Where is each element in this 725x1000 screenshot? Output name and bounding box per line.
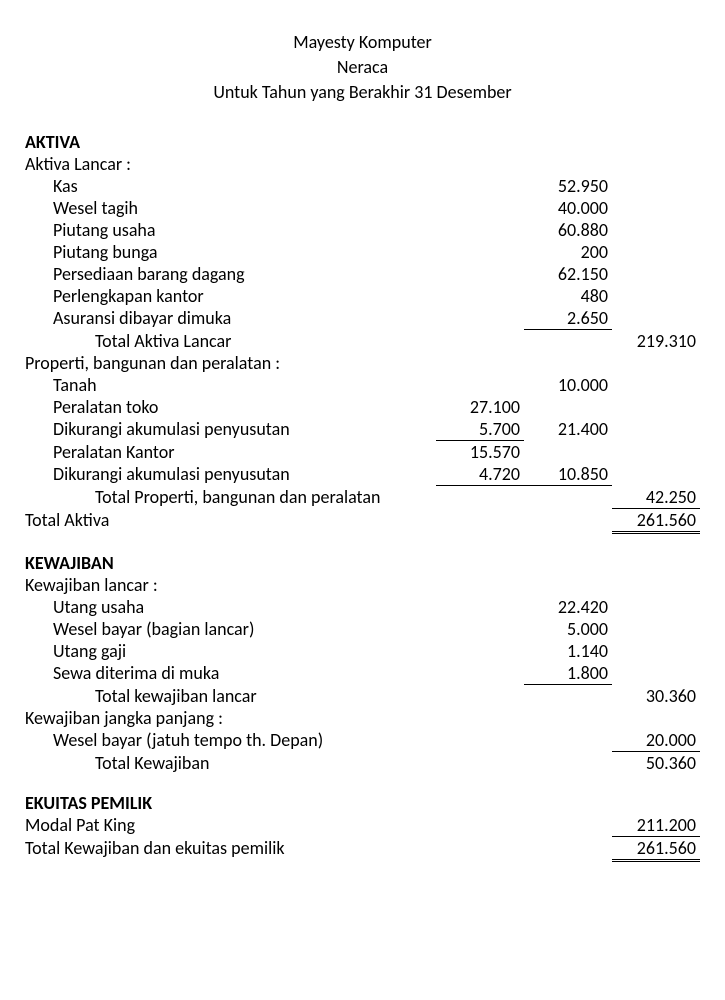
total-aktiva-lancar-value: 219.310 bbox=[612, 330, 700, 352]
line-item-label: Sewa diterima di muka bbox=[25, 662, 436, 684]
line-item-col1: 27.100 bbox=[436, 396, 524, 418]
total-kewajiban-row: Total Kewajiban 50.360 bbox=[25, 752, 700, 774]
modal-row: Modal Pat King 211.200 bbox=[25, 814, 700, 837]
line-item-label: Perlengkapan kantor bbox=[25, 285, 436, 307]
total-aktiva-label: Total Aktiva bbox=[25, 509, 436, 531]
line-item-row: Tanah 10.000 bbox=[25, 374, 700, 396]
line-item-row: Sewa diterima di muka 1.800 bbox=[25, 662, 700, 685]
line-item-label: Piutang bunga bbox=[25, 241, 436, 263]
line-item-label: Piutang usaha bbox=[25, 219, 436, 241]
line-item-row: Persediaan barang dagang 62.150 bbox=[25, 263, 700, 285]
line-item-label: Wesel bayar (jatuh tempo th. Depan) bbox=[25, 729, 436, 751]
total-kewajiban-label: Total Kewajiban bbox=[25, 752, 436, 774]
line-item-col2: 22.420 bbox=[524, 596, 612, 618]
total-kewajiban-lancar-label: Total kewajiban lancar bbox=[25, 685, 436, 707]
line-item-col2: 10.850 bbox=[524, 463, 612, 486]
line-item-col2: 1.140 bbox=[524, 640, 612, 662]
line-item-row: Utang usaha 22.420 bbox=[25, 596, 700, 618]
line-item-col2: 10.000 bbox=[524, 374, 612, 396]
kewajiban-lancar-heading: Kewajiban lancar : bbox=[25, 574, 700, 596]
line-item-label: Dikurangi akumulasi penyusutan bbox=[25, 463, 436, 485]
total-kewajiban-value: 50.360 bbox=[612, 752, 700, 774]
total-properti-value: 42.250 bbox=[612, 486, 700, 509]
line-item-col1: 5.700 bbox=[436, 418, 524, 441]
total-aktiva-lancar-label: Total Aktiva Lancar bbox=[25, 330, 436, 352]
report-title: Neraca bbox=[25, 55, 700, 80]
line-item-col2: 1.800 bbox=[524, 662, 612, 685]
line-item-row: Piutang usaha 60.880 bbox=[25, 219, 700, 241]
total-kewajiban-ekuitas-value: 261.560 bbox=[612, 837, 700, 862]
line-item-label: Utang gaji bbox=[25, 640, 436, 662]
line-item-row: Asuransi dibayar dimuka 2.650 bbox=[25, 307, 700, 330]
line-item-col2: 62.150 bbox=[524, 263, 612, 285]
line-item-label: Peralatan toko bbox=[25, 396, 436, 418]
total-properti-row: Total Properti, bangunan dan peralatan 4… bbox=[25, 486, 700, 509]
line-item-row: Piutang bunga 200 bbox=[25, 241, 700, 263]
line-item-col2: 200 bbox=[524, 241, 612, 263]
line-item-label: Dikurangi akumulasi penyusutan bbox=[25, 418, 436, 440]
total-kewajiban-lancar-value: 30.360 bbox=[612, 685, 700, 707]
line-item-row: Dikurangi akumulasi penyusutan4.72010.85… bbox=[25, 463, 700, 486]
line-item-row: Peralatan Kantor15.570 bbox=[25, 441, 700, 463]
report-period: Untuk Tahun yang Berakhir 31 Desember bbox=[25, 80, 700, 105]
line-item-row: Perlengkapan kantor 480 bbox=[25, 285, 700, 307]
properti-heading: Properti, bangunan dan peralatan : bbox=[25, 352, 700, 374]
total-aktiva-value: 261.560 bbox=[612, 509, 700, 534]
ekuitas-title: EKUITAS PEMILIK bbox=[25, 792, 700, 814]
line-item-row: Peralatan toko27.100 bbox=[25, 396, 700, 418]
line-item-col1: 4.720 bbox=[436, 463, 524, 486]
line-item-col2: 52.950 bbox=[524, 175, 612, 197]
line-item-col1: 15.570 bbox=[436, 441, 524, 463]
aktiva-lancar-heading: Aktiva Lancar : bbox=[25, 153, 700, 175]
line-item-label: Wesel bayar (bagian lancar) bbox=[25, 618, 436, 640]
line-item-col2: 5.000 bbox=[524, 618, 612, 640]
line-item-col2: 2.650 bbox=[524, 307, 612, 330]
company-name: Mayesty Komputer bbox=[25, 30, 700, 55]
line-item-col2: 21.400 bbox=[524, 418, 612, 440]
total-kewajiban-ekuitas-row: Total Kewajiban dan ekuitas pemilik 261.… bbox=[25, 837, 700, 862]
line-item-col3: 20.000 bbox=[612, 729, 700, 752]
line-item-row: Kas 52.950 bbox=[25, 175, 700, 197]
line-item-label: Utang usaha bbox=[25, 596, 436, 618]
line-item-row: Wesel tagih 40.000 bbox=[25, 197, 700, 219]
modal-value: 211.200 bbox=[612, 814, 700, 837]
line-item-col2: 60.880 bbox=[524, 219, 612, 241]
line-item-label: Persediaan barang dagang bbox=[25, 263, 436, 285]
line-item-label: Wesel tagih bbox=[25, 197, 436, 219]
line-item-row: Dikurangi akumulasi penyusutan5.70021.40… bbox=[25, 418, 700, 441]
total-properti-label: Total Properti, bangunan dan peralatan bbox=[25, 486, 436, 508]
total-aktiva-lancar-row: Total Aktiva Lancar 219.310 bbox=[25, 330, 700, 352]
kewajiban-panjang-heading: Kewajiban jangka panjang : bbox=[25, 707, 700, 729]
report-header: Mayesty Komputer Neraca Untuk Tahun yang… bbox=[25, 30, 700, 106]
line-item-label: Tanah bbox=[25, 374, 436, 396]
total-kewajiban-ekuitas-label: Total Kewajiban dan ekuitas pemilik bbox=[25, 837, 436, 859]
line-item-label: Asuransi dibayar dimuka bbox=[25, 307, 436, 329]
line-item-col2: 480 bbox=[524, 285, 612, 307]
line-item-row: Wesel bayar (jatuh tempo th. Depan) 20.00… bbox=[25, 729, 700, 752]
line-item-row: Wesel bayar (bagian lancar) 5.000 bbox=[25, 618, 700, 640]
total-kewajiban-lancar-row: Total kewajiban lancar 30.360 bbox=[25, 685, 700, 707]
aktiva-title: AKTIVA bbox=[25, 131, 700, 153]
kewajiban-title: KEWAJIBAN bbox=[25, 552, 700, 574]
line-item-row: Utang gaji 1.140 bbox=[25, 640, 700, 662]
line-item-col2: 40.000 bbox=[524, 197, 612, 219]
total-aktiva-row: Total Aktiva 261.560 bbox=[25, 509, 700, 534]
modal-label: Modal Pat King bbox=[25, 814, 436, 836]
line-item-label: Peralatan Kantor bbox=[25, 441, 436, 463]
line-item-label: Kas bbox=[25, 175, 436, 197]
